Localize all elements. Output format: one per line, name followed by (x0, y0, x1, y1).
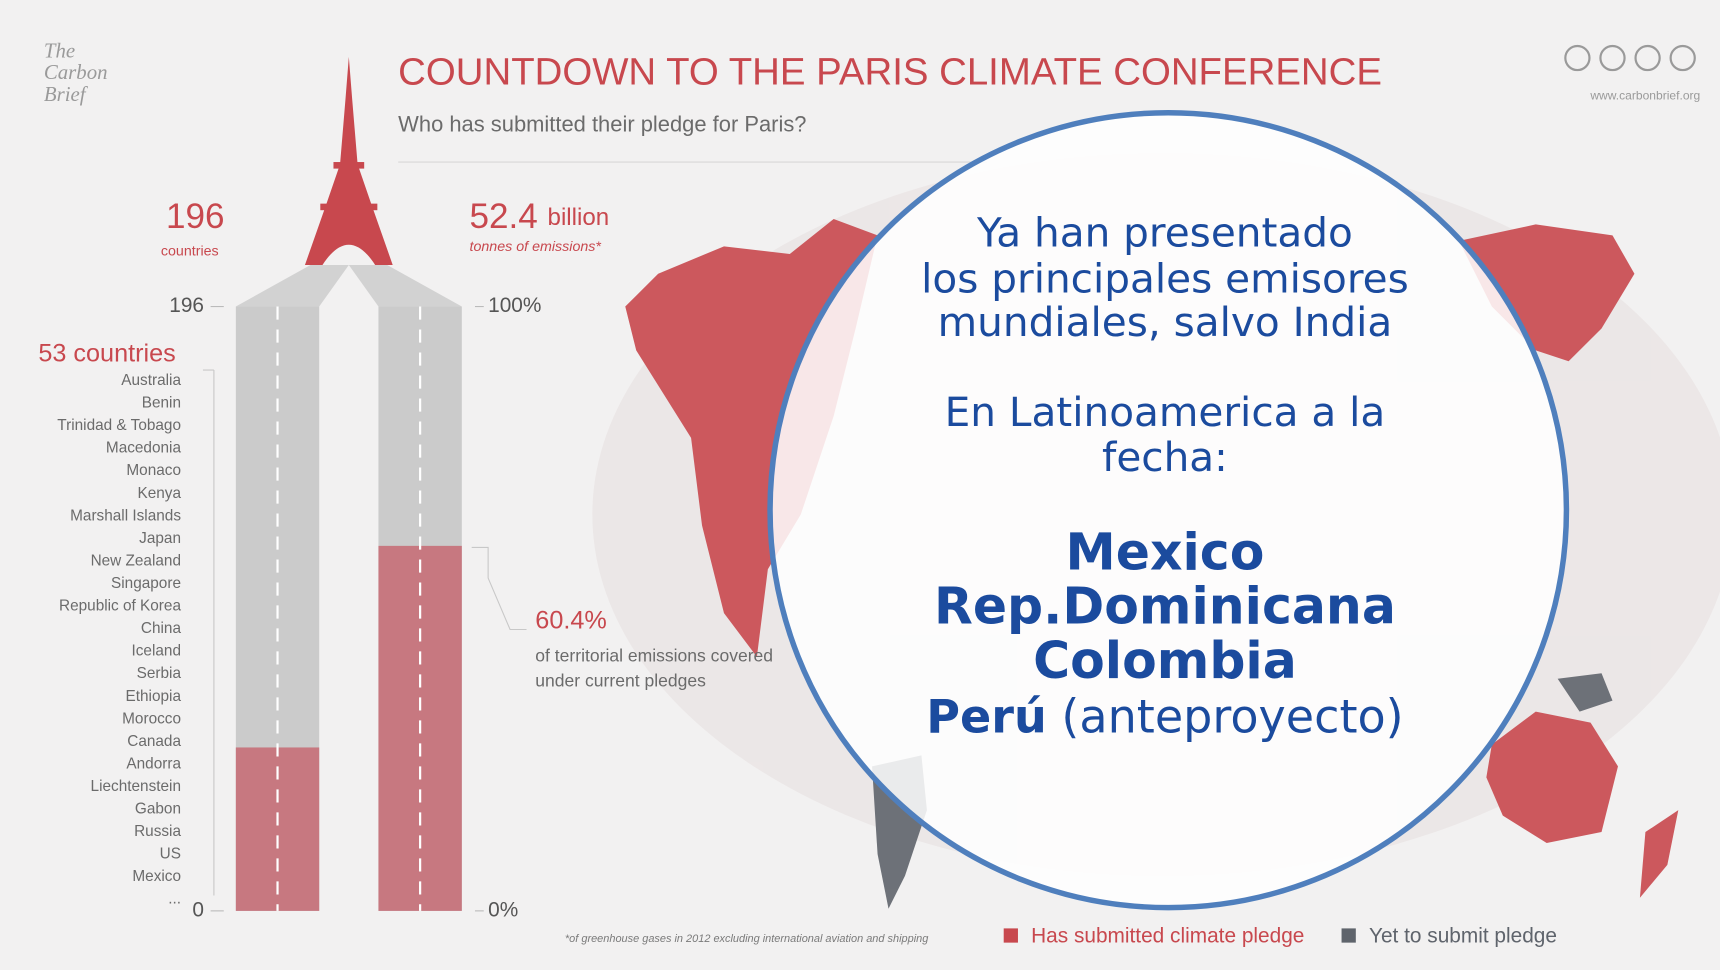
callout-circle (767, 110, 1570, 911)
logo: The Carbon Brief (44, 38, 108, 106)
country-name: New Zealand (91, 552, 181, 569)
callout-line: Ya han presentado (976, 208, 1353, 256)
map-indonesia (1557, 673, 1613, 712)
callout-country: Rep.Dominicana (934, 576, 1396, 635)
y-tick-label: 0% (488, 898, 518, 921)
logo-line: Carbon (44, 60, 108, 84)
left-headline-unit: countries (161, 244, 219, 260)
country-name: Ethiopia (126, 688, 182, 705)
subtitle: Who has submitted their pledge for Paris… (398, 112, 806, 137)
right-submitted-label: 60.4% (535, 607, 606, 635)
country-name: Andorra (126, 755, 181, 772)
status: (anteproyecto) (1061, 689, 1403, 743)
country-name: Gabon (135, 801, 181, 818)
left-headline: 196 (166, 197, 225, 236)
bars: 0 196 0% 100% Australia Benin Trinidad & Tobag… (57, 294, 541, 921)
license-icons (1564, 44, 1696, 72)
country-name: China (141, 620, 182, 637)
callout-country: Colombia (1033, 631, 1297, 690)
country-name: Mexico (132, 868, 181, 885)
icon (1599, 44, 1626, 72)
right-headline: 52.4 billion (469, 197, 609, 236)
connector (471, 546, 527, 631)
y-tick-label: 196 (169, 294, 204, 317)
callout-line: mundiales, salvo India (938, 298, 1393, 346)
funnel (348, 264, 462, 307)
country-name: Canada (127, 733, 181, 750)
url: www.carbonbrief.org (1589, 89, 1700, 103)
map-asia (1458, 224, 1635, 362)
y-tick-label: 100% (488, 294, 541, 317)
country-name: Singapore (111, 575, 181, 592)
map-new-zealand (1639, 810, 1679, 898)
country-name: Australia (121, 372, 181, 389)
right-headline-sub: tonnes of emissions* (469, 239, 601, 255)
country-name: Kenya (137, 485, 181, 502)
title: COUNTDOWN TO THE PARIS CLIMATE CONFERENC… (398, 51, 1382, 94)
callout-text: Ya han presentado los principales emisor… (921, 208, 1409, 742)
country-name: Iceland (132, 643, 181, 660)
country-name: Liechtenstein (91, 778, 181, 795)
legend-swatch (1341, 928, 1356, 943)
country-name: Marshall Islands (70, 507, 181, 524)
callout-country: Perú (anteproyecto) (926, 689, 1403, 743)
country-name: Monaco (126, 462, 181, 479)
icon (1634, 44, 1661, 72)
legend-label: Has submitted climate pledge (1031, 925, 1304, 948)
country-name: ... (168, 891, 181, 908)
y-tick-label: 0 (192, 898, 204, 921)
tower-platform (320, 203, 378, 211)
country-name: Serbia (137, 665, 182, 682)
funnel (235, 264, 349, 307)
tower-platform (333, 162, 365, 169)
icon (1669, 44, 1696, 72)
country-name: Benin (142, 395, 181, 412)
callout-country: Mexico (1066, 523, 1265, 582)
country-name: Morocco (122, 710, 181, 727)
left-submitted-label: 53 countries (38, 339, 175, 367)
legend-label: Yet to submit pledge (1369, 925, 1557, 948)
unit: billion (548, 204, 610, 231)
callout-line: En Latinoamerica a la (945, 388, 1386, 436)
country-name: Russia (134, 823, 181, 840)
map-australia (1486, 711, 1618, 844)
logo-line: The (44, 38, 75, 62)
legend-swatch (1003, 928, 1018, 943)
note: of territorial emissions covered (535, 646, 773, 666)
country: Perú (926, 689, 1047, 743)
tower (304, 56, 393, 265)
icon (1564, 44, 1591, 72)
callout-line: los principales emisores (921, 254, 1409, 302)
footnote: *of greenhouse gases in 2012 excluding i… (565, 933, 928, 945)
country-name: Republic of Korea (59, 598, 181, 615)
note: under current pledges (535, 671, 706, 691)
eiffel-tower (304, 56, 393, 265)
country-name: Trinidad & Tobago (57, 417, 181, 434)
logo-line: Brief (44, 82, 89, 106)
country-name: US (160, 846, 181, 863)
value: 52.4 (469, 197, 537, 236)
callout-line: fecha: (1102, 433, 1228, 481)
country-name: Japan (139, 530, 181, 547)
country-name: Macedonia (106, 440, 182, 457)
